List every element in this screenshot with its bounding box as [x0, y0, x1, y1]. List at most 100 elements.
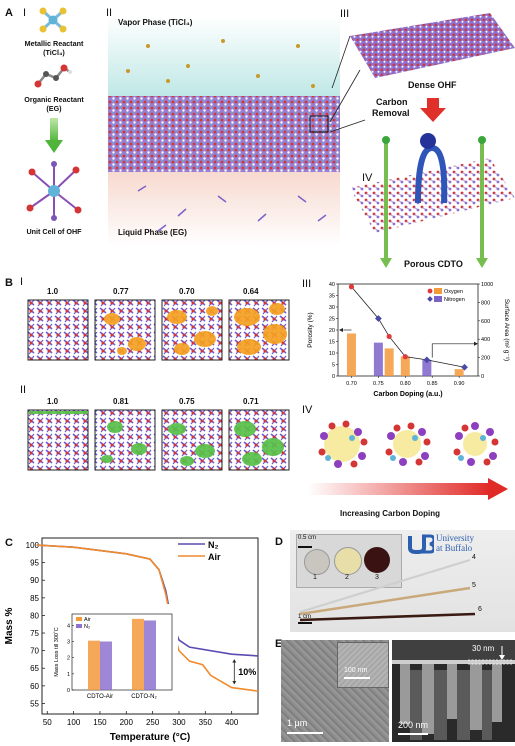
inset-y-axis-label: Mass Loss till 300˚C: [53, 627, 60, 677]
x-axis-label: Temperature (°C): [110, 732, 191, 743]
inset-legend-air-swatch: [76, 617, 82, 621]
surface-area-point: [374, 315, 382, 322]
inset-legend-n2-label: N₂: [84, 624, 90, 630]
y-tick-label: 85: [30, 594, 39, 603]
b-row2-values: 1.0 0.81 0.75 0.71: [27, 397, 292, 409]
x-tick-label: 350: [199, 718, 213, 727]
inset-legend-n2-swatch: [76, 624, 82, 628]
y-tick-label: 20: [329, 328, 335, 334]
legend-oxygen-swatch: [434, 288, 442, 294]
y-tick-label: 100: [26, 541, 40, 550]
b-row1-value: 0.70: [179, 287, 195, 296]
panel-a-sub-iv: IV: [362, 172, 373, 184]
plot-frame: [41, 537, 259, 715]
univ-line2: at Buffalo: [436, 543, 473, 553]
panel-a-sub-i: I: [23, 7, 27, 19]
sem-cross-section: [392, 640, 515, 740]
inset-scale-label: 100 nm: [344, 667, 368, 674]
sem-right: 30 nm 200 nm: [392, 640, 515, 742]
inset-scale-bar: [344, 677, 370, 679]
sem-inset: 100 nm: [337, 642, 389, 688]
porous-cdto-label: Porous CDTO: [404, 259, 463, 269]
fibers: [299, 558, 476, 622]
surface-area-point: [423, 356, 431, 364]
inset-y-tick-label: 1: [67, 672, 70, 678]
b-row2-value: 0.81: [113, 397, 129, 406]
panel-b-sub-iii: III: [302, 278, 312, 290]
inset-y-tick-label: 2: [67, 656, 70, 662]
surface-area-line: [351, 286, 465, 368]
c-tga-chart: 55 60 65 70 75 80 85 90 95 100 50 100 150 200 250 300 35…: [4, 537, 259, 743]
y-tick-label: 35: [329, 294, 335, 300]
y-tick-label: 10: [329, 351, 335, 357]
y-tick-label: 80: [30, 611, 39, 620]
porosity-bar: [422, 359, 432, 376]
legend-oxygen-label: Oxygen: [444, 289, 463, 295]
x-tick-label: 0.70: [346, 381, 357, 387]
panel-a-sub-ii: II: [106, 7, 113, 19]
y2-tick-label: 0: [481, 374, 484, 380]
legend-nitrogen-swatch: [434, 296, 442, 302]
porosity-bar: [400, 356, 410, 376]
red-down-arrow-icon: [420, 98, 446, 122]
sample-2: [334, 547, 362, 575]
liquid-phase-label: Liquid Phase (EG): [118, 228, 187, 237]
x-tick-label: 150: [93, 718, 107, 727]
inset-bar: [100, 641, 112, 690]
surface-area-point: [402, 354, 408, 360]
y-tick-label: 25: [329, 317, 335, 323]
scale-bottom-label: 1 cm: [298, 614, 312, 620]
x-tick-label: 400: [225, 718, 239, 727]
vapor-phase-label: Vapor Phase (TiCl₄): [118, 18, 193, 27]
simulation-grid-row1: [27, 299, 290, 361]
scale-top-label: 0.5 cm: [298, 535, 317, 541]
carbon-removal-label-2: Removal: [372, 108, 410, 118]
x-tick-label: 50: [43, 718, 52, 727]
panel-b-label: B: [5, 277, 13, 289]
panel-b-sub-ii: II: [20, 384, 27, 396]
annotation-arrow-up: [232, 659, 237, 663]
zoom-lines: [329, 69, 366, 133]
ub-logo: [408, 534, 434, 554]
inset-bar: [132, 618, 144, 690]
scale-bar-top: [298, 546, 312, 548]
inset-background: [50, 604, 178, 706]
surface-area-point: [348, 284, 355, 290]
x-tick-label: 0.80: [400, 381, 411, 387]
right-scale-bar: [398, 733, 428, 735]
y-tick-label: 15: [329, 340, 335, 346]
green-down-arrow-icon: [45, 118, 63, 153]
unit-cell-icon: [26, 161, 82, 221]
b-row1-value: 1.0: [47, 287, 59, 296]
photo-d: 0.5 cm 1 2 3 University at Buffalo 4 5 6…: [290, 530, 515, 632]
eg-molecule-icon: [34, 64, 72, 88]
increasing-carbon-label: Increasing Carbon Doping: [340, 509, 441, 518]
sample-2-label: 2: [345, 574, 349, 581]
right-arrow: [431, 343, 476, 358]
unit-cell-label: Unit Cell of OHF: [26, 227, 82, 236]
y-tick-label: 70: [30, 647, 39, 656]
annotation-label: 10%: [238, 667, 256, 677]
x-tick-label: 200: [120, 718, 134, 727]
inset-y-tick-label: 0: [67, 688, 70, 694]
univ-line1: University: [436, 533, 474, 543]
porosity-bar: [384, 348, 394, 376]
dense-ohf-label: Dense OHF: [408, 80, 457, 90]
b-row1-values: 1.0 0.77 0.70 0.64: [27, 287, 292, 299]
x-axis-label: Carbon Doping (a.u.): [373, 391, 442, 398]
inset-bar: [88, 640, 100, 690]
carbon-removal-label-1: Carbon: [376, 97, 408, 107]
right-arrowhead: [474, 341, 478, 346]
y-tick-label: 65: [30, 664, 39, 673]
b-row2-value: 0.71: [243, 397, 259, 406]
y-tick-label: 90: [30, 576, 39, 585]
y-tick-label: 0: [332, 374, 335, 380]
inset-category-label: CDTO-Air: [87, 694, 113, 700]
simulation-grid-row2: [27, 409, 290, 471]
y2-tick-label: 600: [481, 319, 490, 325]
inset-frame: [71, 613, 173, 691]
inset-legend-air-label: Air: [84, 617, 91, 623]
b-iv-structures: [318, 420, 499, 468]
